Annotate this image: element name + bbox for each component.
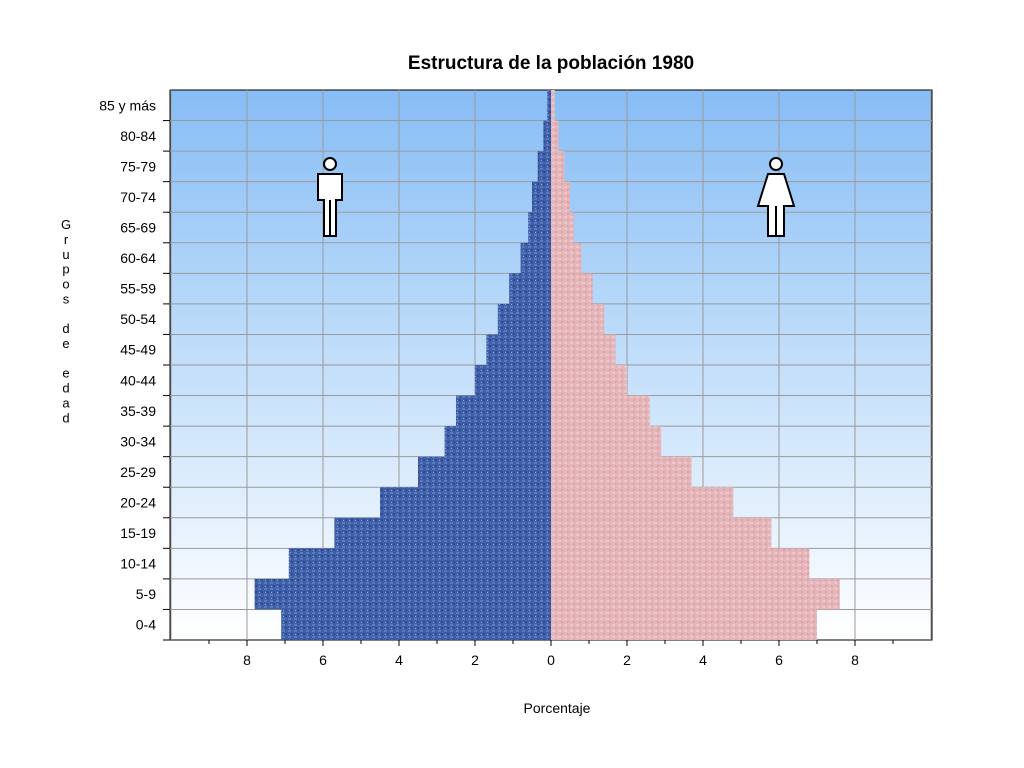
bar-male <box>444 426 551 457</box>
y-tick-label: 70-74 <box>120 189 156 205</box>
bar-male <box>456 395 551 427</box>
bar-male <box>520 242 551 274</box>
x-tick-label: 2 <box>623 652 631 668</box>
y-tick-label: 30-34 <box>120 433 156 449</box>
bar-female <box>551 578 840 610</box>
y-tick-label: 25-29 <box>120 464 156 480</box>
bar-female <box>551 181 570 213</box>
bar-male <box>537 151 551 182</box>
y-axis-label-char: s <box>63 292 70 307</box>
bar-female <box>551 609 817 640</box>
bar-female <box>551 426 662 457</box>
y-axis-label-char: e <box>62 336 69 351</box>
y-tick-label: 55-59 <box>120 281 156 297</box>
y-tick-label: 65-69 <box>120 220 156 236</box>
y-axis-label-char: G <box>61 217 71 232</box>
bar-male <box>543 120 551 152</box>
chart-title: Estructura de la población 1980 <box>408 53 694 74</box>
y-tick-label: 35-39 <box>120 403 156 419</box>
x-tick-label: 0 <box>547 652 555 668</box>
bar-male <box>418 456 551 488</box>
x-tick-label: 6 <box>319 652 327 668</box>
bar-female <box>551 242 582 274</box>
bar-male <box>334 517 551 549</box>
y-axis-label-char: r <box>64 232 69 247</box>
bar-male <box>380 487 551 518</box>
bar-female <box>551 212 574 243</box>
axes: 0-4 5-9 10-14 15-19 20-24 25-29 30-34 35-39 40-4… <box>99 97 894 668</box>
bar-female <box>551 90 555 121</box>
y-tick-label: 40-44 <box>120 372 156 388</box>
x-tick-label: 4 <box>699 652 707 668</box>
bar-male <box>254 578 551 610</box>
y-axis-label-char: e <box>62 366 69 381</box>
bar-female <box>551 365 627 396</box>
x-tick-label: 4 <box>395 652 403 668</box>
x-tick-label: 8 <box>851 652 859 668</box>
bar-male <box>509 273 551 304</box>
x-tick-label: 8 <box>243 652 251 668</box>
y-tick-label: 80-84 <box>120 128 156 144</box>
y-tick-label: 5-9 <box>136 586 156 602</box>
bar-female <box>551 334 616 365</box>
bar-female <box>551 273 593 304</box>
bar-male <box>497 303 551 335</box>
y-axis-label-char: d <box>62 321 69 336</box>
x-axis-label: Porcentaje <box>524 700 591 716</box>
bar-female <box>551 120 559 152</box>
bar-male <box>288 548 551 579</box>
bar-female <box>551 487 734 518</box>
y-tick-label: 60-64 <box>120 250 156 266</box>
y-axis-label-char: a <box>62 395 70 410</box>
y-axis-label-char: d <box>62 410 69 425</box>
y-tick-label: 20-24 <box>120 495 156 511</box>
x-tick-label: 6 <box>775 652 783 668</box>
bar-male <box>281 609 551 640</box>
bar-female <box>551 151 565 182</box>
bars <box>254 90 840 640</box>
y-tick-label: 10-14 <box>120 556 156 572</box>
bar-male <box>532 181 551 213</box>
y-tick-label: 85 y más <box>99 97 156 113</box>
y-tick-label: 45-49 <box>120 342 156 358</box>
y-axis-label-char: o <box>62 277 69 292</box>
male-icon <box>317 157 343 237</box>
bar-female <box>551 303 605 335</box>
y-axis-label-char: p <box>62 262 69 277</box>
y-axis-label-char: u <box>62 247 69 262</box>
bar-male <box>475 365 551 396</box>
bar-female <box>551 548 810 579</box>
bar-male <box>547 90 551 121</box>
bar-female <box>551 456 692 488</box>
female-icon <box>756 157 796 237</box>
y-tick-label: 50-54 <box>120 311 156 327</box>
x-tick-label: 2 <box>471 652 479 668</box>
bar-female <box>551 517 772 549</box>
y-tick-label: 15-19 <box>120 525 156 541</box>
bar-female <box>551 395 650 427</box>
bar-male <box>528 212 551 243</box>
y-tick-label: 75-79 <box>120 158 156 174</box>
bar-male <box>486 334 551 365</box>
y-tick-label: 0-4 <box>136 617 156 633</box>
y-axis-label-char: d <box>62 381 69 396</box>
